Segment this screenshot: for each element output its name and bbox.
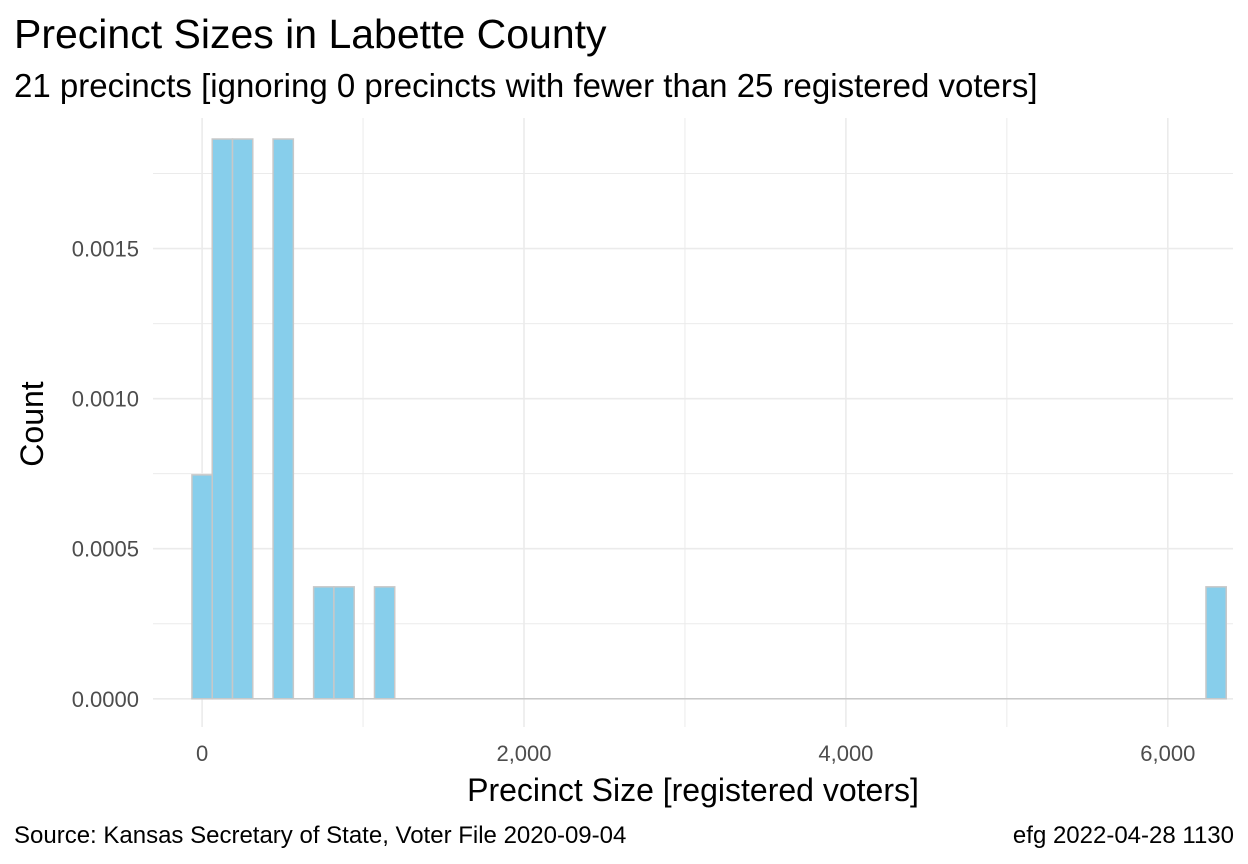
y-tick-label: 0.0005 bbox=[72, 537, 139, 562]
histogram-bar bbox=[211, 138, 234, 700]
y-tick-label: 0.0015 bbox=[72, 237, 139, 262]
x-tick-label: 4,000 bbox=[818, 741, 873, 766]
chart-subtitle: 21 precincts [ignoring 0 precincts with … bbox=[14, 67, 1038, 104]
x-axis-tick-labels: 0 2,000 4,000 6,000 bbox=[196, 741, 1195, 766]
credit-caption: efg 2022-04-28 1130 bbox=[1012, 822, 1234, 849]
y-tick-label: 0.0000 bbox=[72, 687, 139, 712]
y-axis-title: Count bbox=[14, 381, 50, 467]
chart-title: Precinct Sizes in Labette County bbox=[14, 11, 607, 57]
histogram-bar bbox=[272, 138, 295, 700]
histogram-bar bbox=[333, 586, 355, 700]
x-tick-label: 0 bbox=[196, 741, 208, 766]
histogram-bar bbox=[312, 586, 335, 700]
histogram-bar bbox=[373, 586, 396, 700]
histogram-bar bbox=[191, 474, 213, 700]
minor-gridlines bbox=[153, 118, 1233, 727]
x-axis-title: Precinct Size [registered voters] bbox=[467, 772, 919, 808]
histogram-bar bbox=[1205, 586, 1227, 700]
histogram-chart: 0.0000 0.0005 0.0010 0.0015 0 2,000 4,000 6,00… bbox=[14, 118, 1233, 808]
y-tick-label: 0.0010 bbox=[72, 387, 139, 412]
y-axis-tick-labels: 0.0000 0.0005 0.0010 0.0015 bbox=[72, 237, 139, 712]
histogram-bar bbox=[231, 138, 254, 700]
x-tick-label: 6,000 bbox=[1140, 741, 1195, 766]
x-tick-label: 2,000 bbox=[496, 741, 551, 766]
histogram-bars bbox=[191, 138, 1227, 700]
source-caption: Source: Kansas Secretary of State, Voter… bbox=[14, 822, 627, 849]
